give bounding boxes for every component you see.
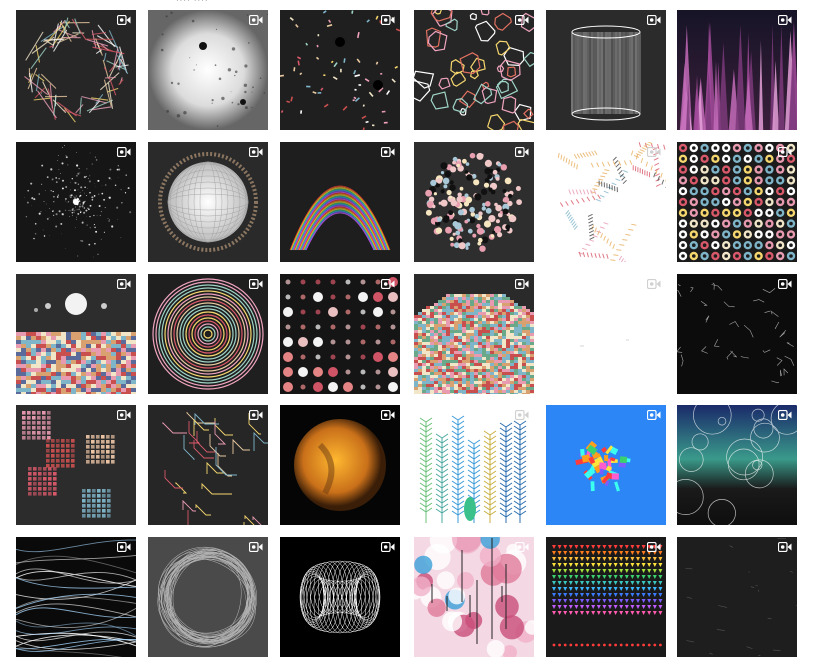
- artwork-thumbnail: [148, 537, 268, 657]
- artwork-thumbnail: [280, 405, 400, 525]
- video-camera-icon: [117, 15, 131, 25]
- video-camera-icon: [515, 15, 529, 25]
- artwork-thumbnail: [16, 537, 136, 657]
- video-camera-icon: [249, 410, 263, 420]
- video-camera-icon: [249, 542, 263, 552]
- artwork-thumbnail: [280, 10, 400, 130]
- tile-star-cluster[interactable]: [16, 142, 136, 262]
- video-camera-icon: [117, 279, 131, 289]
- tile-polygon-burst[interactable]: [414, 10, 534, 130]
- artwork-thumbnail: [546, 537, 666, 657]
- tile-rainbow-arc[interactable]: [280, 142, 400, 262]
- video-camera-icon: [249, 279, 263, 289]
- artwork-thumbnail: [677, 537, 797, 657]
- video-camera-icon: [778, 147, 792, 157]
- artwork-thumbnail: [16, 405, 136, 525]
- artwork-thumbnail: [546, 405, 666, 525]
- video-camera-icon: [515, 147, 529, 157]
- tile-wire-ring[interactable]: [148, 537, 268, 657]
- artwork-thumbnail: [280, 274, 400, 394]
- video-camera-icon: [778, 15, 792, 25]
- tile-glowing-dot-grid[interactable]: [280, 274, 400, 394]
- tile-white-blank[interactable]: [546, 274, 666, 394]
- video-camera-icon: [515, 542, 529, 552]
- tile-dark-sketch-lines[interactable]: [677, 274, 797, 394]
- video-camera-icon: [249, 147, 263, 157]
- video-camera-icon: [778, 410, 792, 420]
- tile-gradient-bubbles[interactable]: [677, 405, 797, 525]
- artwork-thumbnail: [546, 142, 666, 262]
- artwork-thumbnail: [677, 10, 797, 130]
- tile-blossom-pattern[interactable]: [414, 537, 534, 657]
- video-camera-icon: [117, 147, 131, 157]
- tile-feather-scribbles[interactable]: [546, 142, 666, 262]
- tile-square-patches[interactable]: [16, 405, 136, 525]
- tile-confetti-dark[interactable]: [280, 10, 400, 130]
- artwork-thumbnail: [16, 274, 136, 394]
- tile-ring-dot-grid[interactable]: [677, 142, 797, 262]
- tile-concentric-rings[interactable]: [148, 274, 268, 394]
- artwork-thumbnail: [414, 142, 534, 262]
- tile-white-cylinder[interactable]: [546, 10, 666, 130]
- artwork-thumbnail: [414, 10, 534, 130]
- artwork-thumbnail: [280, 537, 400, 657]
- video-camera-icon: [117, 542, 131, 552]
- tile-grey-spotlight[interactable]: [148, 10, 268, 130]
- tile-amber-moon[interactable]: [280, 405, 400, 525]
- tile-circuit-lines[interactable]: [148, 405, 268, 525]
- tile-purple-spikes[interactable]: [677, 10, 797, 130]
- video-camera-icon: [249, 15, 263, 25]
- artwork-thumbnail: [546, 274, 666, 394]
- tile-planet-checker-floor[interactable]: [16, 274, 136, 394]
- video-camera-icon: [647, 15, 661, 25]
- tile-dotted-orb[interactable]: [414, 142, 534, 262]
- artwork-thumbnail: [148, 142, 268, 262]
- tile-fern-plants[interactable]: [414, 405, 534, 525]
- tile-wire-torus[interactable]: [280, 537, 400, 657]
- video-camera-icon: [515, 410, 529, 420]
- artwork-thumbnail: [148, 10, 268, 130]
- artwork-thumbnail: [677, 142, 797, 262]
- tile-rainbow-arrows[interactable]: [546, 537, 666, 657]
- artwork-thumbnail: [148, 274, 268, 394]
- tile-pastel-web-loop[interactable]: [16, 10, 136, 130]
- tile-blue-block-cluster[interactable]: [546, 405, 666, 525]
- video-camera-icon: [117, 410, 131, 420]
- artwork-thumbnail: [16, 142, 136, 262]
- tile-wire-sphere[interactable]: [148, 142, 268, 262]
- video-camera-icon: [647, 542, 661, 552]
- video-camera-icon: [647, 410, 661, 420]
- artwork-thumbnail: [414, 274, 534, 394]
- artwork-thumbnail: [677, 405, 797, 525]
- video-camera-icon: [381, 410, 395, 420]
- video-camera-icon: [778, 542, 792, 552]
- video-camera-icon: [778, 279, 792, 289]
- tile-flowing-strands[interactable]: [16, 537, 136, 657]
- artwork-thumbnail: [414, 537, 534, 657]
- header-fragment: ···· ····: [176, 0, 209, 5]
- tile-mosaic-plane[interactable]: [414, 274, 534, 394]
- video-camera-icon: [381, 279, 395, 289]
- artwork-thumbnail: [677, 274, 797, 394]
- video-camera-icon: [381, 15, 395, 25]
- artwork-thumbnail: [414, 405, 534, 525]
- artwork-thumbnail: [280, 142, 400, 262]
- video-camera-icon: [381, 542, 395, 552]
- artwork-thumbnail: [16, 10, 136, 130]
- artwork-thumbnail: [546, 10, 666, 130]
- video-camera-icon: [647, 279, 661, 289]
- video-camera-icon: [381, 147, 395, 157]
- video-camera-icon: [647, 147, 661, 157]
- video-camera-icon: [515, 279, 529, 289]
- tile-dark-faint-lines[interactable]: [677, 537, 797, 657]
- artwork-thumbnail: [148, 405, 268, 525]
